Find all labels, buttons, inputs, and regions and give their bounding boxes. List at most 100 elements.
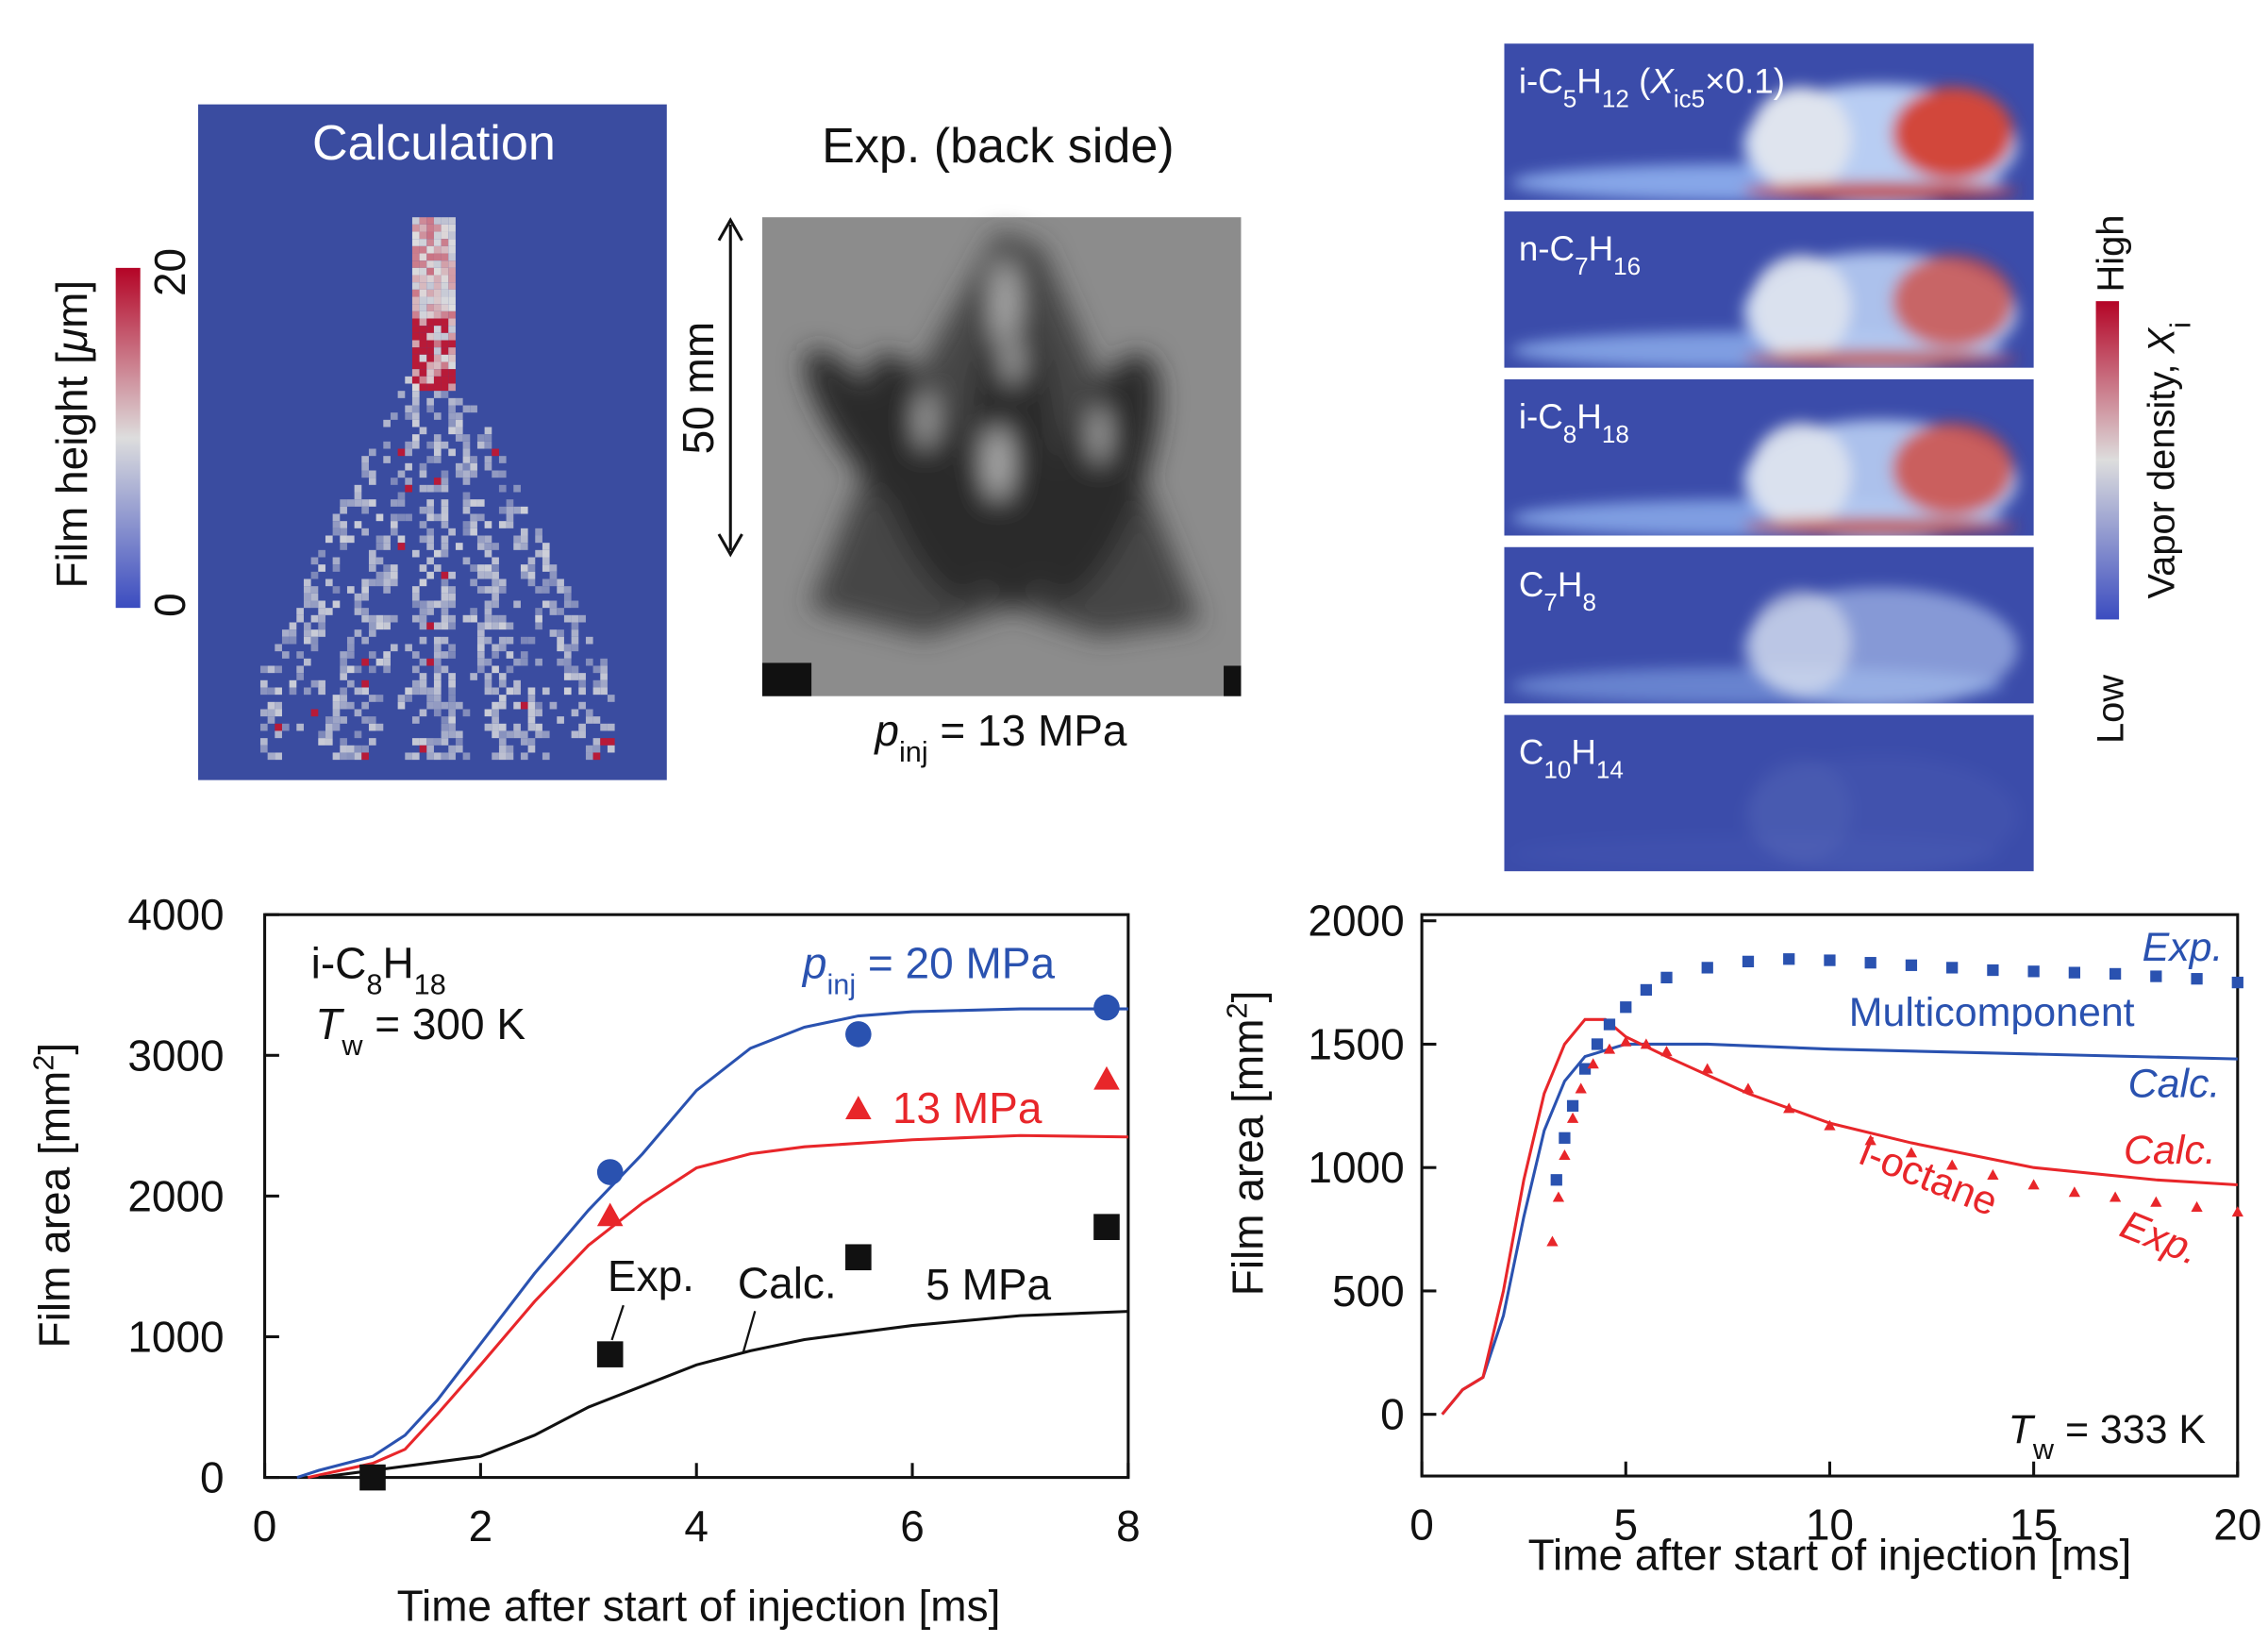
heatmap-cell [346, 679, 355, 688]
heatmap-cell [527, 701, 536, 710]
heatmap-cell [411, 224, 420, 232]
scale-label: 50 mm [674, 322, 723, 455]
heatmap-cell [571, 709, 579, 717]
heatmap-cell [426, 383, 434, 392]
heatmap-cell [535, 614, 542, 623]
heatmap-cell [585, 709, 593, 717]
heatmap-cell [354, 687, 362, 696]
heatmap-cell [492, 709, 499, 717]
heatmap-cell [470, 608, 477, 615]
heatmap-cell [411, 716, 420, 724]
heatmap-cell [433, 391, 442, 398]
marker [2150, 1196, 2162, 1207]
heatmap-cell [527, 745, 536, 753]
heatmap-cell [455, 427, 463, 435]
heatmap-cell [310, 636, 319, 645]
heatmap-cell [303, 622, 311, 630]
heatmap-cell [557, 608, 564, 615]
heatmap-cell [476, 658, 485, 666]
marker [1620, 1001, 1632, 1014]
heatmap-cell [346, 636, 355, 645]
heatmap-cell [340, 665, 347, 674]
heatmap-cell [578, 679, 586, 688]
marker [1578, 1063, 1592, 1075]
annotation: Tw = 333 K [2009, 1407, 2207, 1466]
marker [596, 1202, 624, 1227]
heatmap-cell [318, 687, 325, 696]
heatmap-cell [470, 528, 477, 536]
heatmap-cell [419, 224, 427, 232]
text: = 13 MPa [928, 706, 1127, 755]
heatmap-cell [375, 658, 384, 666]
heatmap-cell [368, 578, 376, 587]
heatmap-cell [513, 484, 521, 493]
heatmap-cell [411, 441, 420, 449]
heatmap-cell [332, 709, 341, 717]
text: inj [826, 969, 856, 1001]
heatmap-cell [441, 738, 449, 746]
heatmap-cell [411, 665, 420, 674]
heatmap-cell [535, 723, 542, 731]
y-tick-label: 2000 [127, 1171, 224, 1220]
heatmap-cell [527, 564, 536, 572]
heatmap-cell [557, 644, 564, 652]
y-tick-label: 3000 [127, 1031, 224, 1080]
heatmap-cell [448, 651, 456, 659]
marker [1742, 1082, 1755, 1094]
colorbar-tick: 0 [145, 593, 194, 617]
heatmap-cell [426, 318, 434, 327]
heatmap-cell [433, 217, 442, 225]
heatmap-cell [340, 521, 347, 528]
heatmap-cell [433, 239, 442, 246]
heatmap-cell [390, 528, 398, 536]
marker [1783, 1102, 1795, 1114]
heatmap-cell [441, 296, 449, 305]
heatmap-cell [476, 513, 485, 522]
text: T [2009, 1407, 2036, 1452]
heatmap-cell [303, 586, 311, 594]
heatmap-cell [433, 354, 442, 362]
heatmap-cell [340, 499, 347, 507]
heatmap-cell [426, 405, 434, 413]
heatmap-cell [361, 608, 369, 615]
heatmap-cell [557, 586, 564, 594]
marker [1603, 1018, 1616, 1031]
heatmap-cell [441, 217, 449, 225]
heatmap-cell [448, 282, 456, 290]
streak [865, 354, 987, 601]
text: = 333 K [2054, 1407, 2206, 1452]
heatmap-cell [549, 608, 558, 615]
heatmap-cell [448, 245, 456, 254]
plume-red [1892, 87, 2014, 180]
marker [1603, 1043, 1616, 1054]
heatmap-cell [520, 730, 528, 739]
heatmap-cell [281, 723, 290, 731]
heatmap-cell [325, 716, 333, 724]
heatmap-cell [492, 586, 499, 594]
heatmap-cell [520, 535, 528, 544]
heatmap-cell [535, 658, 542, 666]
heatmap-cell [411, 391, 420, 398]
heatmap-cell [448, 361, 456, 370]
heatmap-cell [405, 478, 412, 485]
heatmap-cell [492, 593, 499, 601]
heatmap-cell [411, 434, 420, 442]
heatmap-cell [542, 549, 550, 558]
heatmap-cell [361, 658, 369, 666]
heatmap-cell [549, 571, 558, 579]
heatmap-cell [361, 528, 369, 536]
heatmap-cell [346, 651, 355, 659]
heatmap-cell [332, 752, 341, 761]
heatmap-cell [492, 701, 499, 710]
heatmap-cell [281, 629, 290, 637]
heatmap-cell [346, 752, 355, 761]
heatmap-cell [476, 636, 485, 645]
heatmap-cell [549, 629, 558, 637]
heatmap-cell [448, 679, 456, 688]
heatmap-cell [397, 543, 406, 550]
heatmap-cell [448, 260, 456, 268]
heatmap-cell [346, 665, 355, 674]
heatmap-cell [571, 600, 579, 609]
heatmap-cell [476, 651, 485, 659]
heatmap-cell [433, 347, 442, 355]
